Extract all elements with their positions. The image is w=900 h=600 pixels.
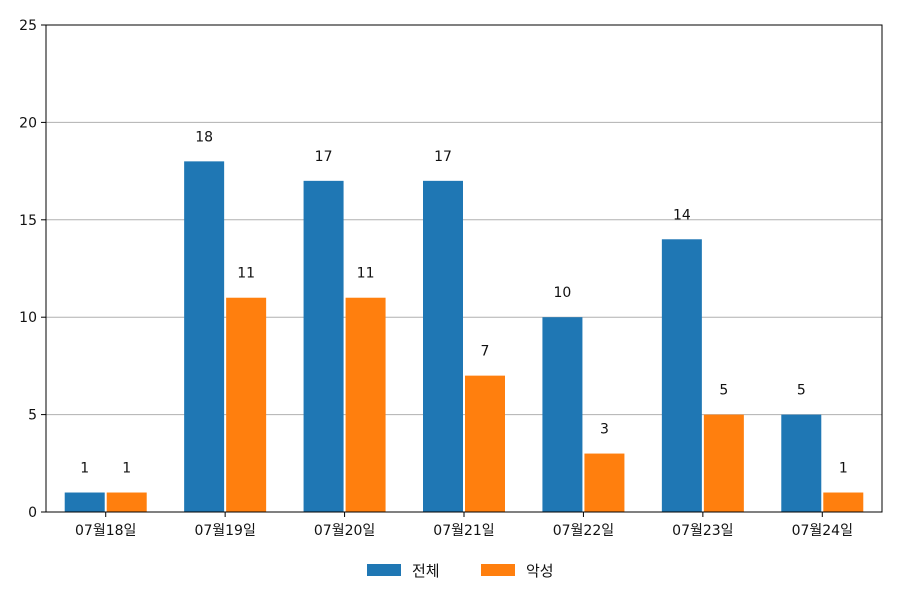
bar-total (661, 239, 702, 512)
bar-total (64, 492, 105, 512)
y-tick-label: 10 (19, 310, 37, 326)
legend-swatch (367, 564, 401, 576)
bar-malicious (345, 297, 386, 512)
bar-malicious (226, 297, 267, 512)
data-label: 1 (80, 461, 89, 477)
data-label: 17 (434, 149, 452, 165)
legend-label: 악성 (526, 562, 554, 580)
x-tick-label: 07월19일 (194, 523, 255, 539)
x-axis-ticks: 07월18일 07월19일 07월20일 07월21일 07월22일 07월23일 07월2… (75, 512, 853, 539)
data-label: 3 (600, 422, 609, 438)
x-tick-label: 07월20일 (314, 523, 375, 539)
data-label: 7 (481, 344, 490, 360)
data-label: 11 (357, 266, 375, 282)
bars (64, 161, 864, 513)
data-label: 5 (719, 383, 728, 399)
bar-total (542, 317, 583, 512)
x-tick-label: 07월22일 (553, 523, 614, 539)
x-tick-label: 07월24일 (792, 523, 853, 539)
x-tick-label: 07월18일 (75, 523, 136, 539)
data-label: 1 (839, 461, 848, 477)
data-label: 14 (673, 207, 691, 223)
y-axis-ticks: 0 5 10 15 20 25 (19, 18, 46, 521)
y-tick-label: 15 (19, 213, 37, 229)
data-label: 10 (554, 285, 572, 301)
data-label: 11 (237, 266, 255, 282)
bar-malicious (584, 453, 625, 512)
data-label: 17 (315, 149, 333, 165)
y-tick-label: 25 (19, 18, 37, 34)
legend-swatch (481, 564, 515, 576)
y-tick-label: 20 (19, 115, 37, 131)
x-tick-label: 07월23일 (672, 523, 733, 539)
bar-malicious (106, 492, 147, 512)
bar-malicious (465, 375, 505, 512)
bar-total (423, 180, 463, 512)
y-tick-label: 0 (28, 505, 37, 521)
bar-total (781, 414, 822, 512)
bar-total (184, 161, 225, 513)
bar-malicious (703, 414, 744, 512)
data-label: 5 (797, 383, 806, 399)
bar-malicious (823, 492, 864, 512)
legend: 전체 악성 (367, 562, 554, 580)
y-tick-label: 5 (28, 408, 37, 424)
bar-total (303, 180, 344, 512)
data-label: 18 (195, 129, 213, 145)
x-tick-label: 07월21일 (433, 523, 494, 539)
data-label: 1 (122, 461, 131, 477)
legend-label: 전체 (412, 562, 440, 580)
